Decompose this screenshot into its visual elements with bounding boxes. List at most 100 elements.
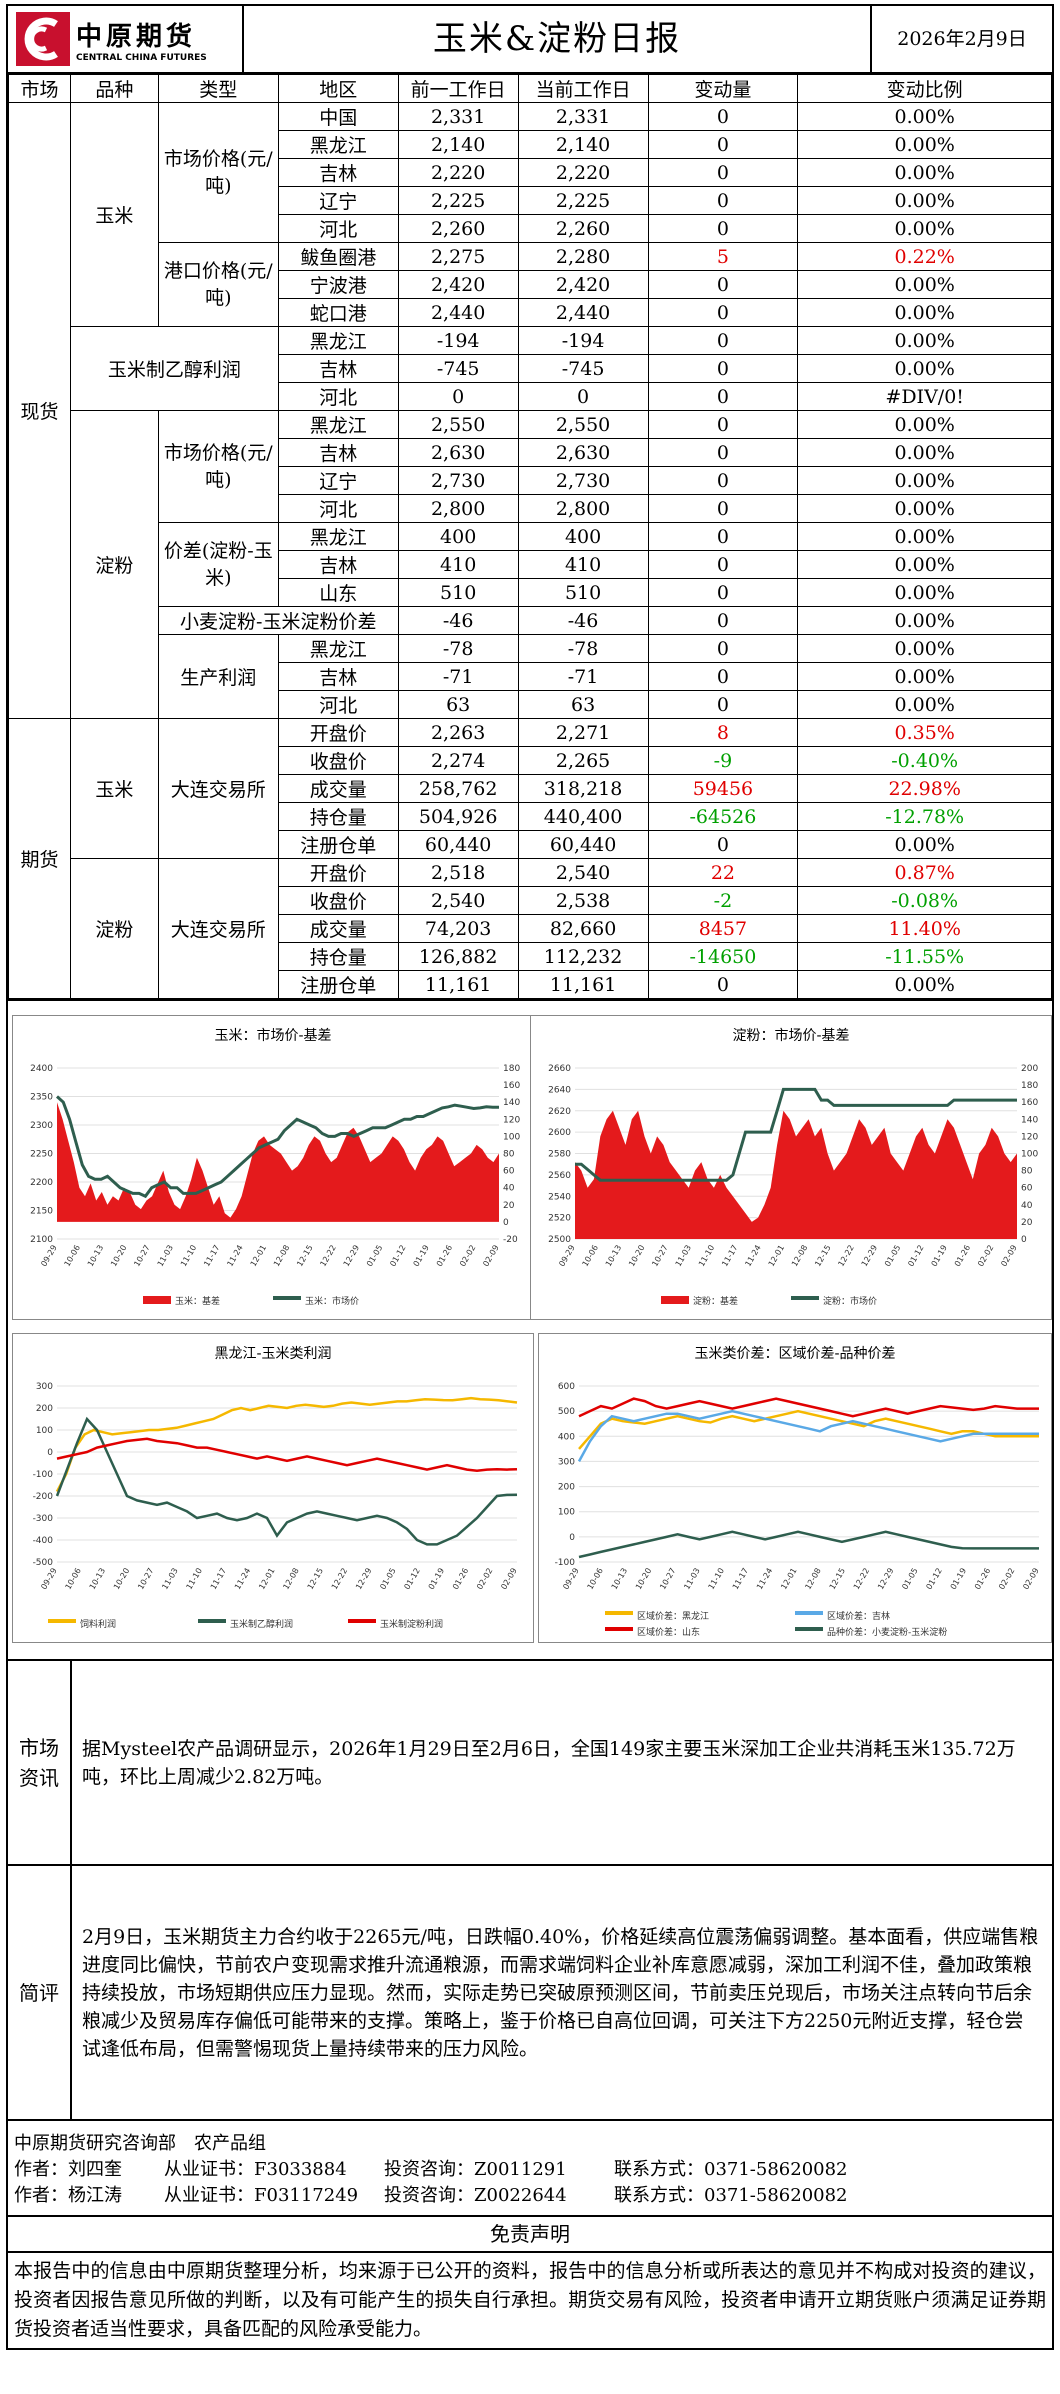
cell-curr: 2,540	[517, 858, 649, 887]
author-row: 作者：刘四奎 从业证书：F3033884 投资咨询：Z0011291 联系方式：…	[14, 2157, 1046, 2183]
x-tick-label: 12-01	[767, 1244, 786, 1269]
cell-curr: 2,225	[517, 186, 649, 215]
cell-region: 成交量	[277, 914, 399, 943]
cell-prev: 2,518	[397, 858, 519, 887]
x-tick-label: 11-24	[225, 1244, 244, 1269]
table-row: 生产利润 黑龙江 -78 -78 0 0.00%	[9, 634, 1052, 719]
cell-change: -14650	[647, 942, 799, 971]
cell-change-pct: -0.40%	[797, 746, 1052, 775]
legend-label: 淀粉：基差	[693, 1295, 738, 1307]
table-row: 期货 玉米 大连交易所 开盘价 2,263 2,271 8 0.35%	[8, 718, 1052, 999]
y-right-tick-label: 160	[1021, 1098, 1038, 1108]
cell-curr: 2,800	[517, 494, 649, 523]
y-tick-label: 0	[47, 1448, 53, 1458]
x-tick-label: 09-29	[561, 1567, 580, 1592]
cell-curr: 2,440	[517, 298, 649, 327]
cell-prev: 2,630	[397, 438, 519, 467]
table-row: 河北 2,260 2,260 0 0.00%	[9, 214, 1052, 243]
x-tick-label: 01-05	[378, 1567, 397, 1592]
cell-region: 蛇口港	[277, 298, 399, 327]
cell-change: 0	[647, 494, 799, 523]
cell-change: 0	[647, 830, 799, 859]
table-row: 注册仓单 60,440 60,440 0 0.00%	[9, 830, 1052, 859]
logo-en: CENTRAL CHINA FUTURES	[76, 52, 207, 63]
cell-prev: 2,225	[397, 186, 519, 215]
cell-curr: 2,220	[517, 158, 649, 187]
cell-curr: 2,538	[517, 886, 649, 915]
market-info-section: 市场资讯 据Mysteel农产品调研显示，2026年1月29日至2月6日，全国1…	[8, 1659, 1052, 1864]
y-right-tick-label: 40	[503, 1184, 515, 1194]
table-row: 持仓量 126,882 112,232 -14650 -11.55%	[9, 942, 1052, 971]
y-tick-label: 2350	[30, 1093, 53, 1103]
col-curr: 当前工作日	[517, 74, 649, 103]
cell-region: 成交量	[277, 774, 399, 803]
table-row: 收盘价 2,540 2,538 -2 -0.08%	[9, 886, 1052, 915]
cell-region: 吉林	[277, 354, 399, 383]
cell-change: 0	[647, 326, 799, 355]
cell-change-pct: 0.35%	[797, 718, 1052, 747]
x-tick-label: 12-15	[813, 1244, 832, 1269]
legend-label: 玉米制乙醇利润	[230, 1618, 293, 1630]
x-tick-label: 01-12	[906, 1244, 925, 1269]
cell-change: 0	[647, 522, 799, 551]
table-row: 吉林 -71 -71 0 0.00%	[9, 662, 1052, 691]
company-logo: 中原期货 CENTRAL CHINA FUTURES	[8, 6, 244, 72]
x-tick-label: 10-06	[63, 1244, 82, 1269]
legend-swatch	[605, 1611, 633, 1615]
x-tick-label: 10-13	[88, 1567, 107, 1592]
charts-area: 玉米：市场价-基差 2100 2150 2200 2250 2300 2350 2400 -20…	[8, 999, 1052, 1659]
cell-curr: 2,730	[517, 466, 649, 495]
cell-prev: -46	[397, 606, 519, 635]
cell-change-pct: 0.00%	[797, 634, 1052, 663]
series-area-0	[575, 1110, 1017, 1239]
cell-region: 鲅鱼圈港	[277, 242, 399, 271]
price-table: 市场 品种 类型 地区 前一工作日 当前工作日 变动量 变动比例 现货 玉米 市场价…	[8, 74, 1052, 999]
cell-type: 价差(淀粉-玉米)	[157, 522, 279, 607]
cell-change-pct: 0.00%	[797, 158, 1052, 187]
table-row: 吉林 -745 -745 0 0.00%	[9, 354, 1052, 383]
report-date: 2026年2月9日	[897, 28, 1027, 50]
cell-curr: -78	[517, 634, 649, 663]
cell-prev: 400	[397, 522, 519, 551]
x-tick-label: 11-10	[185, 1567, 204, 1592]
cell-prev: 2,220	[397, 158, 519, 187]
y-tick-label: 200	[558, 1483, 575, 1493]
y-tick-label: 2400	[30, 1064, 53, 1074]
cell-change-pct: 0.00%	[797, 186, 1052, 215]
cell-type: 港口价格(元/吨)	[157, 242, 279, 327]
cell-change: 0	[647, 466, 799, 495]
table-row: 黑龙江 2,140 2,140 0 0.00%	[9, 130, 1052, 159]
col-prev: 前一工作日	[397, 74, 519, 103]
x-tick-label: 01-26	[451, 1567, 470, 1592]
x-tick-label: 01-26	[435, 1244, 454, 1269]
cell-prev: 2,263	[397, 718, 519, 747]
legend-label: 玉米制淀粉利润	[380, 1618, 443, 1630]
cell-region: 收盘价	[277, 886, 399, 915]
x-tick-label: 01-12	[924, 1567, 943, 1592]
cell-curr: 11,161	[517, 970, 649, 999]
x-tick-label: 12-15	[295, 1244, 314, 1269]
x-tick-label: 11-17	[202, 1244, 221, 1269]
cell-change: -2	[647, 886, 799, 915]
cell-change: 0	[647, 578, 799, 607]
x-tick-label: 09-29	[39, 1244, 58, 1269]
x-tick-label: 12-15	[828, 1567, 847, 1592]
cell-change-pct: 0.00%	[797, 354, 1052, 383]
cell-curr: 410	[517, 550, 649, 579]
y-tick-label: 2100	[30, 1235, 53, 1245]
cell-curr: 82,660	[517, 914, 649, 943]
x-tick-label: 02-09	[499, 1567, 518, 1592]
x-tick-label: 01-19	[949, 1567, 968, 1592]
x-tick-label: 01-26	[973, 1567, 992, 1592]
legend-label: 区域价差：黑龙江	[637, 1610, 709, 1622]
chart-title: 淀粉：市场价-基差	[732, 1027, 849, 1044]
y-tick-label: -100	[555, 1558, 576, 1568]
cell-curr: 2,265	[517, 746, 649, 775]
x-tick-label: 10-13	[86, 1244, 105, 1269]
series-area-0	[57, 1102, 499, 1222]
x-tick-label: 11-24	[755, 1567, 774, 1592]
x-tick-label: 02-09	[999, 1244, 1018, 1269]
cell-curr: -745	[517, 354, 649, 383]
cell-change: 0	[647, 550, 799, 579]
x-tick-label: 12-29	[354, 1567, 373, 1592]
